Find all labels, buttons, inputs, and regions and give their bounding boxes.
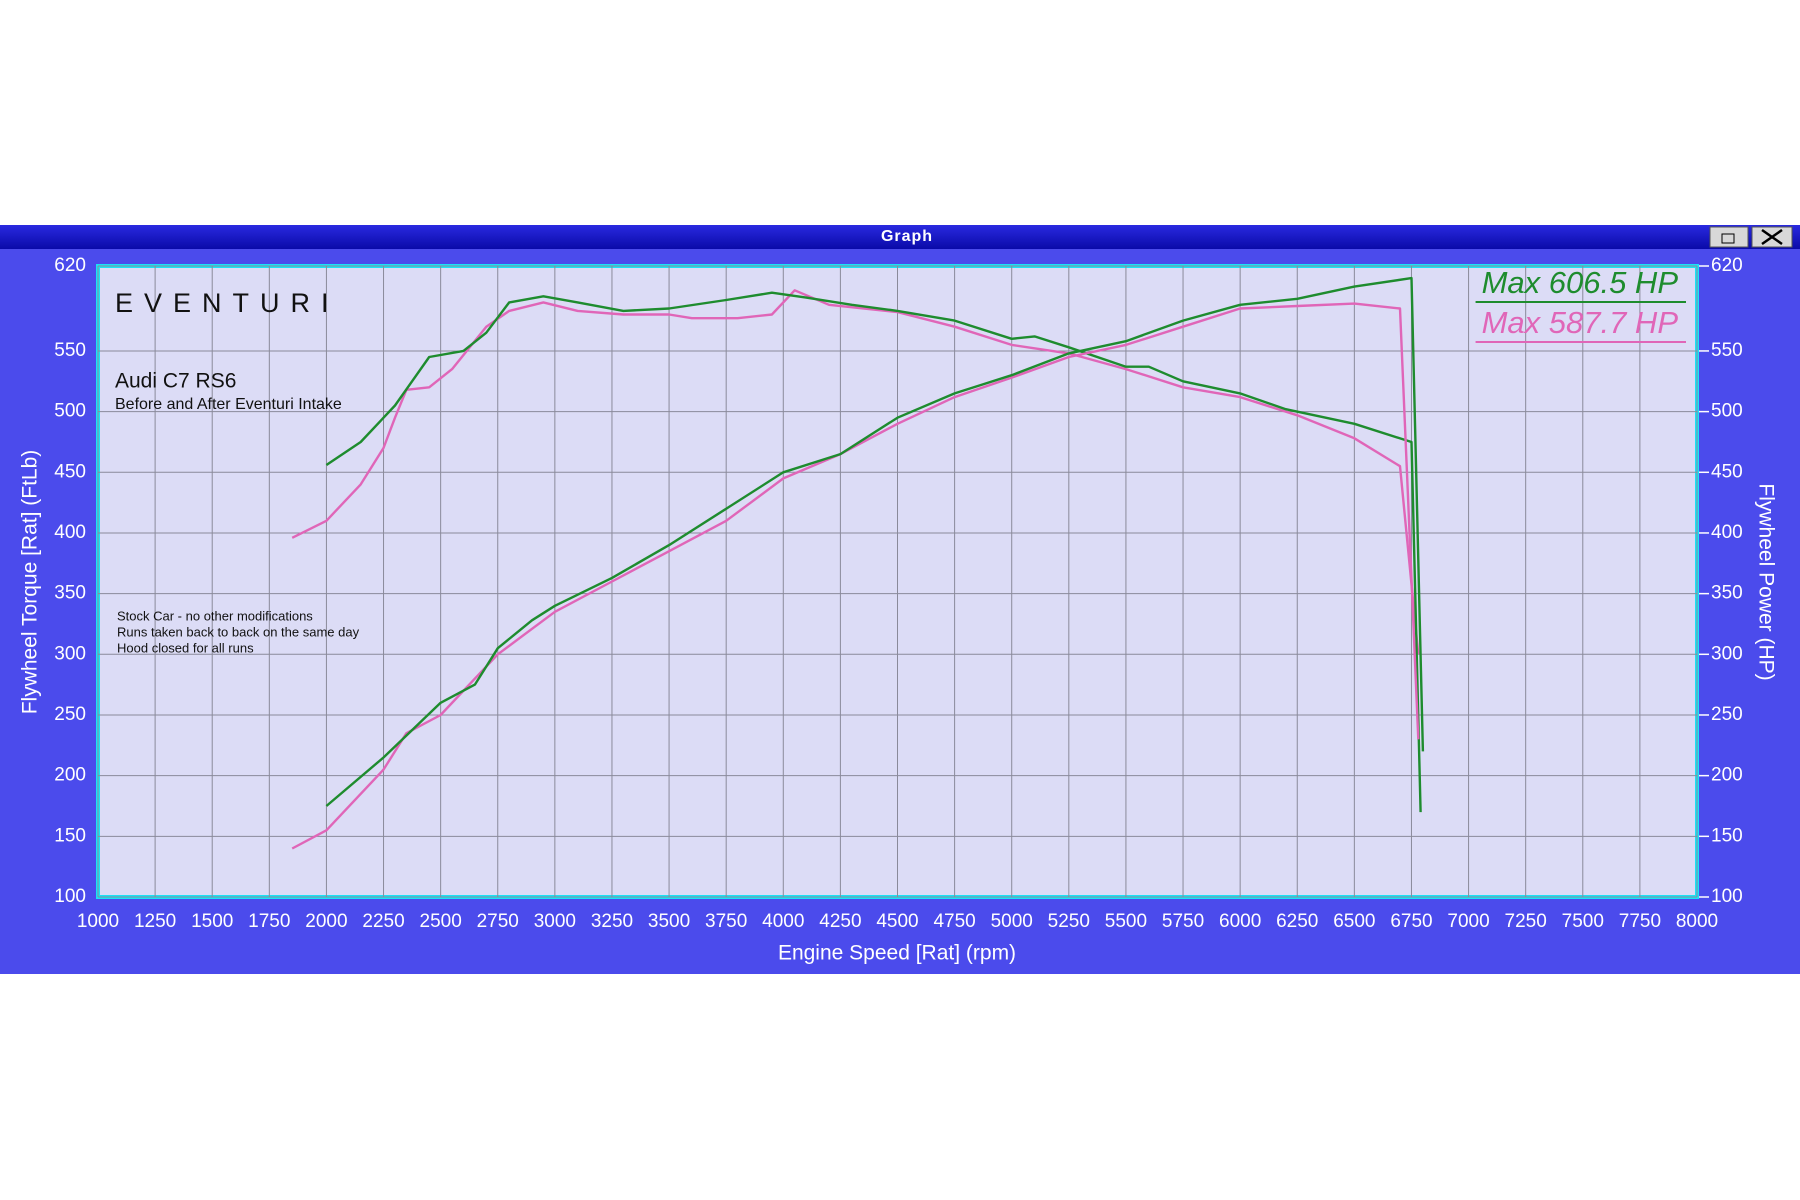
y-axis-label: Flywheel Torque [Rat] (FtLb) bbox=[19, 450, 42, 715]
y-tick-label: 350 bbox=[54, 583, 86, 604]
x-tick-label: 4750 bbox=[933, 911, 975, 932]
x-tick-label: 7000 bbox=[1447, 911, 1489, 932]
y-tick-label: 550 bbox=[54, 340, 86, 361]
x-tick-label: 4500 bbox=[876, 911, 918, 932]
x-tick-label: 3500 bbox=[648, 911, 690, 932]
restore-button[interactable] bbox=[1709, 226, 1749, 248]
curve bbox=[291, 289, 1420, 655]
x-tick-label: 5250 bbox=[1048, 911, 1090, 932]
x-tick-label: 1000 bbox=[77, 911, 119, 932]
x-tick-label: 3750 bbox=[705, 911, 747, 932]
x-tick-label: 7750 bbox=[1619, 911, 1661, 932]
x-tick-label: 3000 bbox=[534, 911, 576, 932]
y-tick-label: 400 bbox=[54, 522, 86, 543]
x-tick-label: 2500 bbox=[420, 911, 462, 932]
x-tick-label: 7250 bbox=[1505, 911, 1547, 932]
y2-tick-label: 550 bbox=[1711, 340, 1743, 361]
chart-title: Audi C7 RS6 bbox=[115, 370, 236, 393]
y2-tick-label: 150 bbox=[1711, 825, 1743, 846]
x-tick-label: 5500 bbox=[1105, 911, 1147, 932]
y-tick-label: 300 bbox=[54, 643, 86, 664]
chart-subtitle: Before and After Eventuri Intake bbox=[115, 396, 342, 413]
close-icon bbox=[1761, 228, 1783, 246]
y-tick-label: 100 bbox=[54, 886, 86, 907]
annotation: Max 606.5 HP bbox=[1482, 265, 1679, 300]
x-tick-label: 4000 bbox=[762, 911, 804, 932]
x-tick-label: 6250 bbox=[1276, 911, 1318, 932]
y2-tick-label: 350 bbox=[1711, 583, 1743, 604]
y2-tick-label: 250 bbox=[1711, 704, 1743, 725]
restore-icon bbox=[1721, 233, 1735, 244]
y-tick-label: 150 bbox=[54, 825, 86, 846]
x-tick-label: 1750 bbox=[248, 911, 290, 932]
x-tick-label: 7500 bbox=[1562, 911, 1604, 932]
y2-tick-label: 500 bbox=[1711, 401, 1743, 422]
x-tick-label: 5000 bbox=[991, 911, 1033, 932]
curves bbox=[291, 276, 1425, 850]
y2-tick-label: 620 bbox=[1711, 255, 1743, 276]
x-tick-label: 6000 bbox=[1219, 911, 1261, 932]
x-tick-label: 2250 bbox=[362, 911, 404, 932]
grid bbox=[97, 265, 1698, 898]
note: Runs taken back to back on the same day bbox=[117, 624, 360, 639]
x-tick-label: 2750 bbox=[477, 911, 519, 932]
y2-tick-label: 450 bbox=[1711, 461, 1743, 482]
annotations: Max 606.5 HP Max 587.7 HP bbox=[1475, 265, 1686, 343]
y2-axis-label: Flywheel Power (HP) bbox=[1754, 483, 1777, 680]
y-tick-label: 620 bbox=[54, 255, 86, 276]
window-title: Graph bbox=[881, 228, 933, 245]
y2-tick-label: 300 bbox=[1711, 643, 1743, 664]
y2-tick-label: 400 bbox=[1711, 522, 1743, 543]
curve bbox=[325, 291, 1422, 813]
x-tick-label: 6500 bbox=[1333, 911, 1375, 932]
y2-tick-label: 200 bbox=[1711, 765, 1743, 786]
y2-tick-label: 100 bbox=[1711, 886, 1743, 907]
x-tick-label: 6750 bbox=[1390, 911, 1432, 932]
annotation: Max 587.7 HP bbox=[1482, 305, 1679, 340]
x-tick-label: 4250 bbox=[819, 911, 861, 932]
x-axis-label: Engine Speed [Rat] (rpm) bbox=[778, 942, 1016, 965]
y-tick-label: 500 bbox=[54, 401, 86, 422]
x-tick-label: 8000 bbox=[1676, 911, 1718, 932]
x-tick-label: 1500 bbox=[191, 911, 233, 932]
x-tick-label: 1250 bbox=[134, 911, 176, 932]
curve bbox=[325, 276, 1425, 807]
logo: EVENTURI bbox=[115, 288, 340, 318]
y-tick-label: 200 bbox=[54, 765, 86, 786]
title-bar bbox=[0, 225, 1800, 249]
y-tick-label: 450 bbox=[54, 461, 86, 482]
x-tick-label: 5750 bbox=[1162, 911, 1204, 932]
x-tick-label: 2000 bbox=[305, 911, 347, 932]
note: Stock Car - no other modifications bbox=[117, 608, 313, 623]
y-tick-label: 250 bbox=[54, 704, 86, 725]
x-tick-label: 3250 bbox=[591, 911, 633, 932]
note: Hood closed for all runs bbox=[117, 640, 254, 655]
